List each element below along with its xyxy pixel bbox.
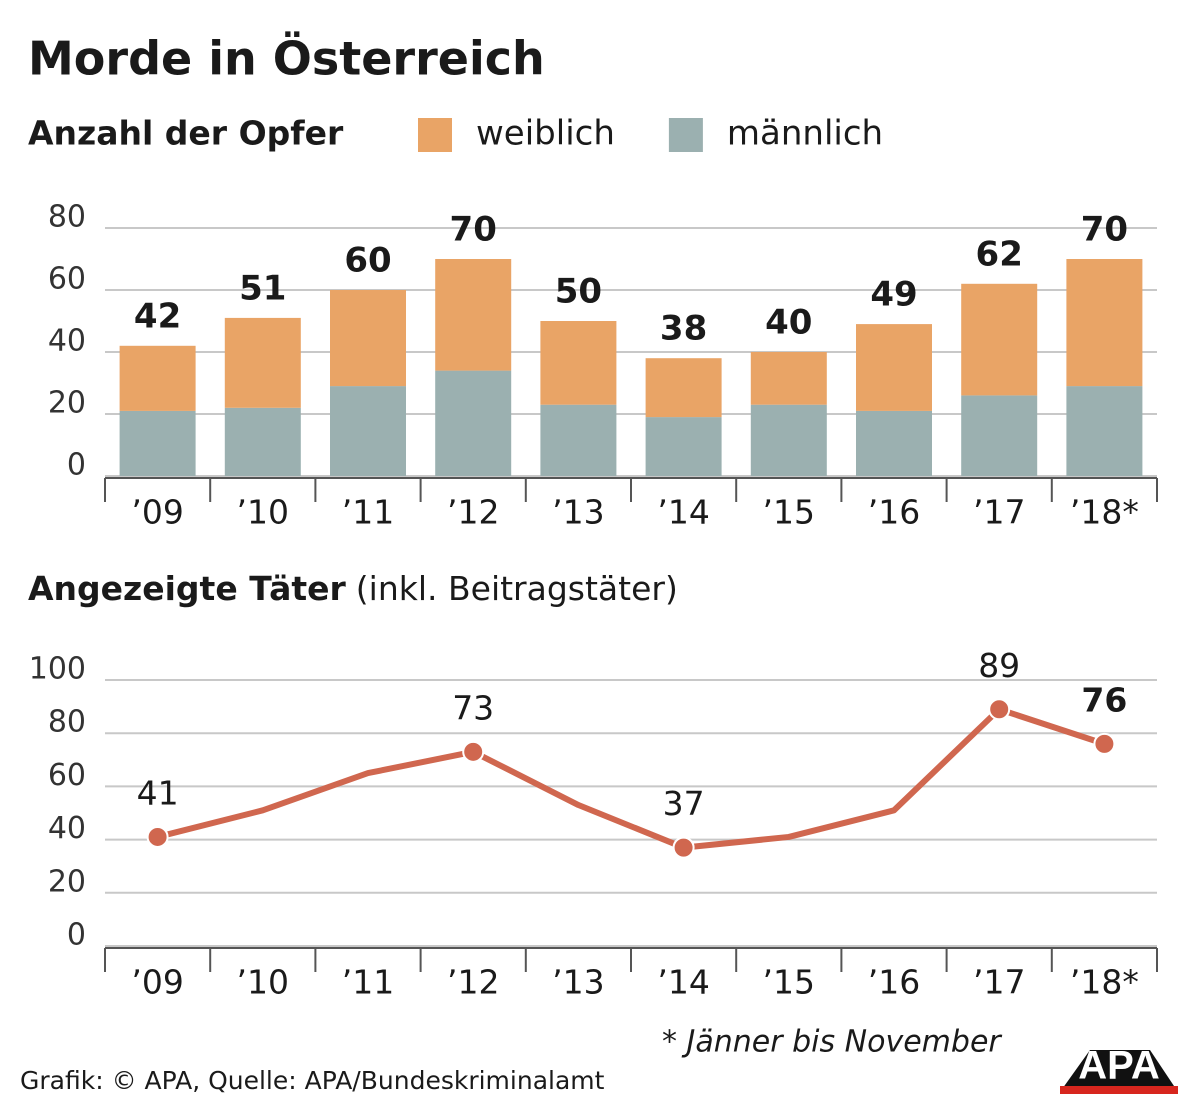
- x-tick-label: ’09: [131, 493, 183, 532]
- x-tick-label: ’14: [657, 963, 709, 1002]
- logo: APA: [1060, 1044, 1178, 1094]
- x-tick-label: ’13: [552, 493, 604, 532]
- source: Grafik: © APA, Quelle: APA/Bundeskrimina…: [20, 1066, 605, 1095]
- point: [146, 825, 169, 848]
- y-tick-label: 80: [48, 705, 86, 740]
- line: [156, 706, 1106, 851]
- x-tick-label: ’18*: [1070, 493, 1139, 532]
- value-label: 41: [137, 773, 179, 812]
- y-tick-label: 20: [48, 864, 86, 899]
- x-tick-label: ’10: [237, 493, 289, 532]
- logo-bar: [1060, 1086, 1178, 1094]
- page-title: Morde in Österreich: [28, 32, 545, 86]
- legend-swatch: [418, 118, 452, 152]
- x-tick-label: ’11: [342, 963, 394, 1002]
- value-label: 50: [555, 272, 602, 312]
- chart-title: Angezeigte Täter (inkl. Beitragstäter): [28, 569, 678, 608]
- point: [1093, 732, 1116, 755]
- bar-segment: [540, 321, 617, 405]
- bar-segment: [645, 417, 722, 476]
- x-tick-label: ’11: [342, 493, 394, 532]
- bar-segment: [119, 410, 196, 476]
- x-tick-label: ’13: [552, 963, 604, 1002]
- chart-title: Angezeigte Täter: [28, 569, 346, 608]
- x-tick-label: ’12: [447, 493, 499, 532]
- bar-segment: [961, 283, 1038, 396]
- bar-segment: [435, 370, 512, 476]
- y-tick-label: 20: [48, 386, 86, 421]
- x-tick-label: ’09: [131, 963, 183, 1002]
- bar-segment: [330, 290, 406, 387]
- x-tick-label: ’15: [763, 963, 815, 1002]
- value-label: 73: [452, 688, 494, 727]
- x-tick-label: ’12: [447, 963, 499, 1002]
- bar-segment: [856, 324, 932, 411]
- value-label: 42: [134, 296, 181, 336]
- bar-segment: [1066, 259, 1143, 387]
- y-tick-label: 80: [48, 200, 86, 235]
- bar-segment: [224, 407, 301, 476]
- legend-label: weiblich: [476, 114, 615, 154]
- value-label: 40: [765, 303, 812, 343]
- value-label: 60: [344, 241, 391, 281]
- bar-segment: [645, 358, 722, 418]
- y-tick-label: 60: [48, 758, 86, 793]
- logo-shape: [1060, 1050, 1178, 1092]
- value-label: 49: [870, 275, 917, 315]
- y-tick-label: 0: [67, 448, 86, 483]
- point: [672, 836, 695, 859]
- bar-segment: [750, 352, 827, 405]
- value-label: 62: [976, 234, 1023, 274]
- point: [462, 740, 485, 763]
- bar-segment: [435, 259, 512, 371]
- value-label: 38: [660, 309, 707, 349]
- y-tick-label: 0: [67, 918, 86, 953]
- value-label: 37: [663, 784, 705, 823]
- bar-segment: [750, 404, 827, 476]
- point: [988, 698, 1011, 721]
- x-tick-label: ’10: [237, 963, 289, 1002]
- value-label: 76: [1081, 680, 1127, 719]
- x-tick-label: ’15: [763, 493, 815, 532]
- chart-title: Anzahl der Opfer: [28, 114, 344, 153]
- bar-segment: [1066, 386, 1143, 476]
- value-label: 70: [1081, 210, 1128, 250]
- value-label: 89: [978, 646, 1020, 685]
- value-label: 51: [239, 268, 286, 308]
- bar-segment: [224, 317, 301, 408]
- y-tick-label: 40: [48, 811, 86, 846]
- chart-subtitle: (inkl. Beitragstäter): [356, 569, 678, 608]
- x-tick-label: ’17: [973, 963, 1025, 1002]
- bar-segment: [330, 386, 406, 476]
- y-tick-label: 100: [29, 652, 86, 687]
- value-label: 70: [450, 210, 497, 250]
- x-tick-label: ’18*: [1070, 963, 1139, 1002]
- bar-segment: [540, 404, 617, 476]
- x-tick-label: ’14: [657, 493, 709, 532]
- legend-label: männlich: [727, 114, 883, 154]
- bar-segment: [856, 410, 932, 476]
- bar-segment: [119, 345, 196, 411]
- logo-text: APA: [1078, 1044, 1159, 1088]
- bar-segment: [961, 395, 1038, 476]
- footnote: * Jänner bis November: [662, 1025, 1002, 1060]
- x-tick-label: ’16: [868, 963, 920, 1002]
- x-tick-label: ’16: [868, 493, 920, 532]
- legend-swatch: [668, 118, 703, 152]
- x-tick-label: ’17: [973, 493, 1025, 532]
- y-tick-label: 60: [48, 262, 86, 297]
- y-tick-label: 40: [48, 324, 86, 359]
